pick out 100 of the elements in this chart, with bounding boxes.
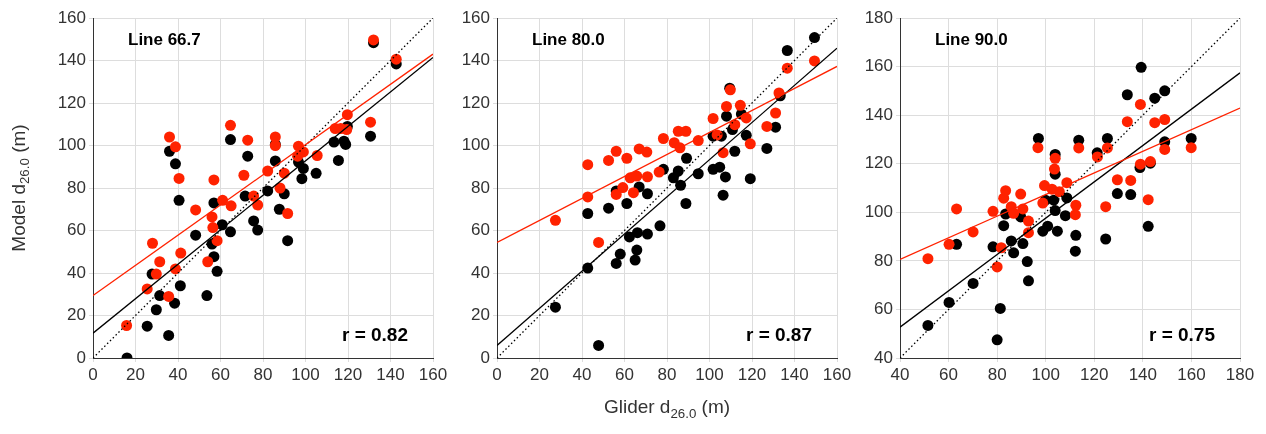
point [208,174,220,186]
point [631,244,643,256]
y-tick-label: 80 [874,250,893,270]
point [603,154,615,166]
point [1159,85,1171,97]
y-tick-label: 80 [471,177,490,197]
point [1008,247,1020,259]
point [603,202,615,214]
point [1125,189,1137,201]
point [224,134,236,146]
point [1111,188,1123,200]
y-tick-label: 20 [67,305,86,325]
point [761,120,773,132]
point [1021,256,1033,268]
y-tick-label: 100 [461,135,490,155]
y-tick-label: 140 [57,50,86,70]
point [150,304,162,316]
y-tick-label: 180 [864,7,893,27]
point [654,220,666,232]
point [991,261,1003,273]
point [621,198,633,210]
point [169,158,181,170]
point [593,339,605,351]
point [549,214,561,226]
point [967,277,979,289]
point [150,268,162,280]
y-tick-label: 40 [67,262,86,282]
point [1159,114,1171,126]
y-tick-label: 160 [864,56,893,76]
point [770,107,782,119]
x-tick-label: 120 [737,364,767,384]
point [711,129,723,141]
point [248,215,260,227]
x-tick-label: 180 [1225,364,1255,384]
point [242,134,254,146]
point [721,100,732,112]
point [207,222,219,234]
x-tick-label: 160 [822,364,852,384]
x-tick-label: 160 [1177,364,1206,384]
point [1142,220,1154,232]
point [1070,199,1082,211]
text: Line 66.7 [128,29,201,49]
point [729,145,741,157]
y-tick-label: 40 [874,347,893,367]
x-tick-label: 80 [987,364,1007,384]
point [681,152,693,164]
point [211,265,223,277]
annotation: r = 0.82 [341,324,408,346]
point [202,256,214,268]
point [252,224,264,236]
y-tick-label: 60 [67,220,86,240]
point [242,150,254,162]
point [781,45,793,57]
point [173,194,185,206]
point [173,172,185,184]
x-tick-label: 40 [572,364,592,384]
text: Line 90.0 [935,29,1008,49]
point [365,130,377,142]
x-tick-label: 140 [376,364,405,384]
text: Line 80.0 [532,29,605,49]
x-tick-label: 100 [291,364,320,384]
point [1134,98,1146,110]
point [922,319,934,331]
point [744,173,756,185]
point [1134,158,1146,170]
point [582,208,594,219]
point [991,334,1003,346]
point [680,198,692,210]
point [1135,61,1147,73]
point [1149,92,1161,104]
x-tick-label: 80 [253,364,273,384]
point [1159,143,1171,155]
point [761,142,773,154]
y-tick-label: 80 [67,177,86,197]
point [672,165,684,177]
point [154,256,166,268]
point [987,205,999,217]
point [657,132,669,144]
point [147,237,158,249]
x-axis-title: Glider d$_{26.0}$ (m) [603,396,731,421]
point [641,188,653,200]
point [593,236,605,248]
point [190,204,202,216]
point [1042,220,1054,232]
point [1100,233,1112,245]
x-tick-label: 80 [657,364,677,384]
y-tick-label: 60 [471,220,490,240]
point [1032,132,1044,144]
point [225,200,237,212]
y-tick-label: 60 [874,299,893,319]
point [653,166,665,178]
point [943,238,955,250]
point [1121,116,1133,128]
point [1142,194,1154,206]
point [617,182,629,194]
point [641,171,653,183]
point [1049,152,1061,164]
x-tick-label: 40 [890,364,910,384]
point [175,247,187,259]
point [1015,188,1027,200]
